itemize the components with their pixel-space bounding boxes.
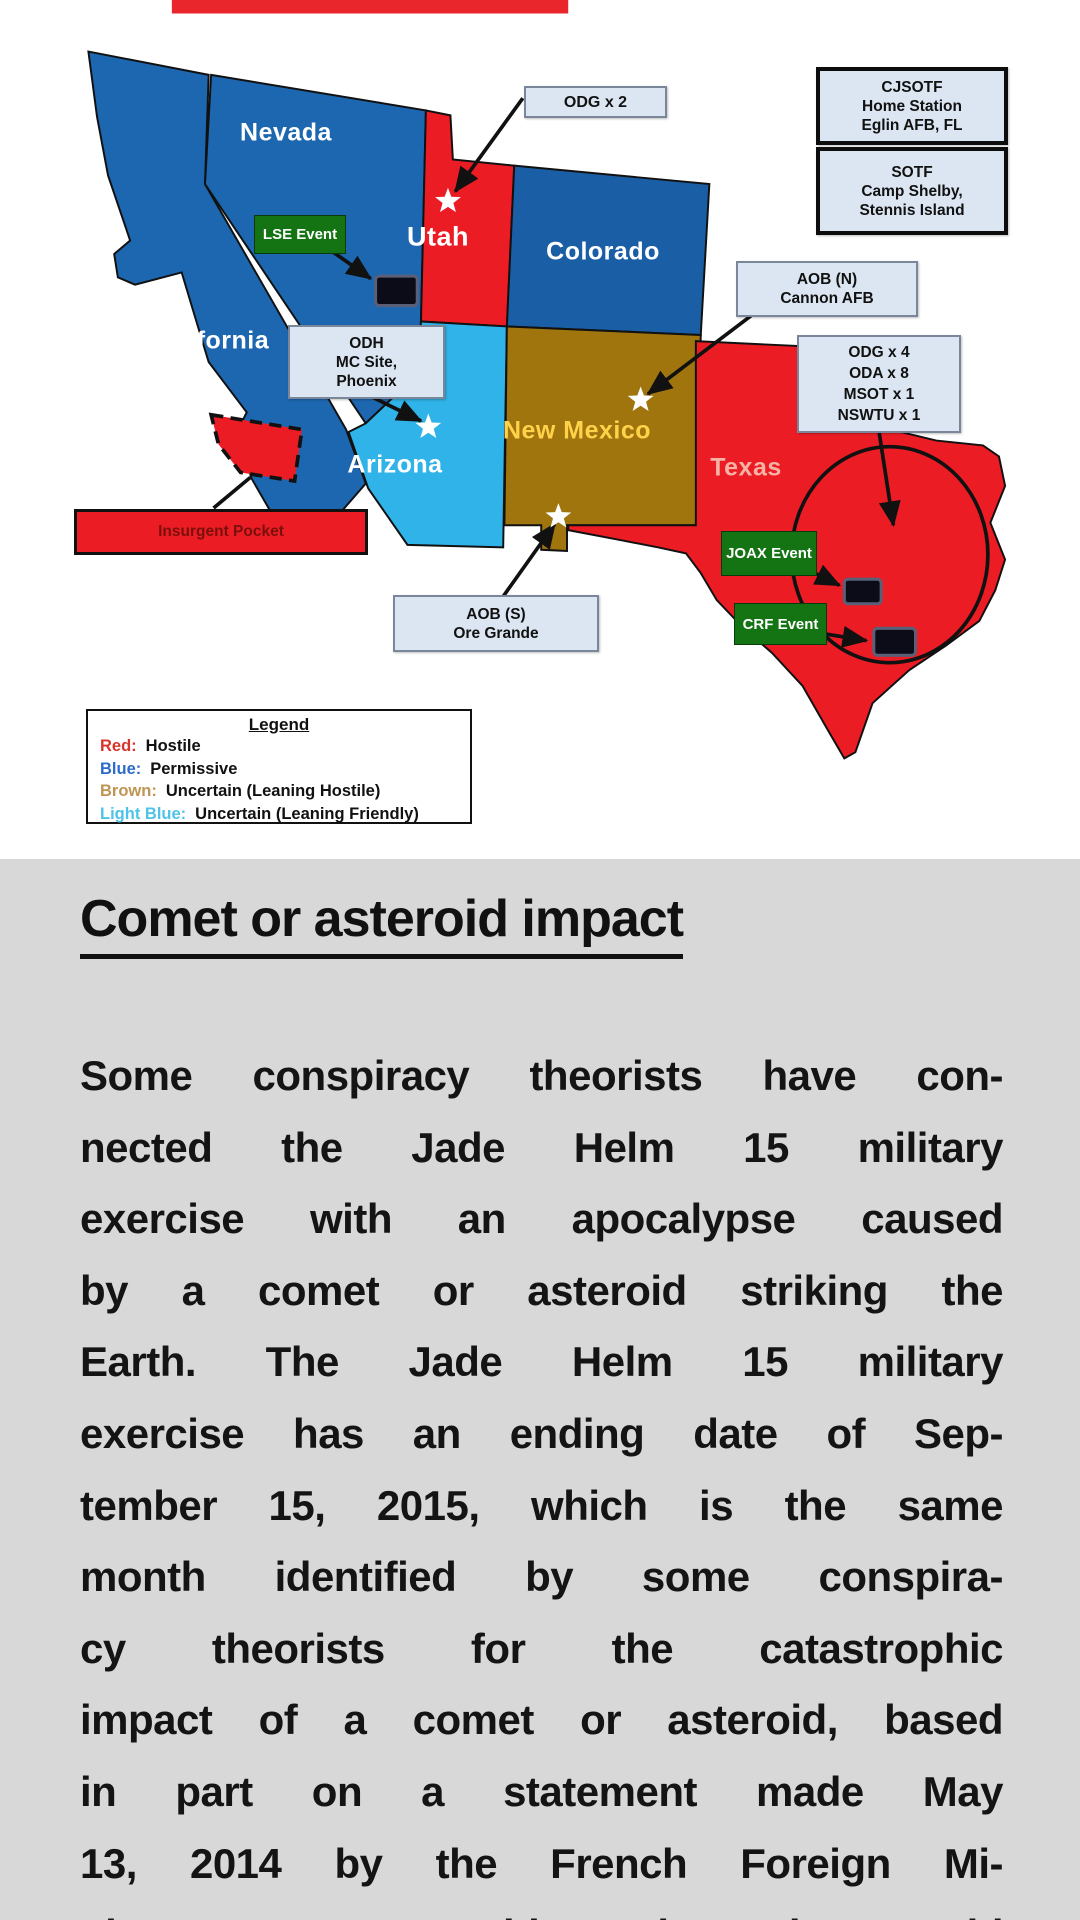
article-line: by a comet or asteroid striking the xyxy=(80,1266,1004,1314)
legend-color-red: Red: xyxy=(100,737,137,755)
legend-color-brown: Brown: xyxy=(100,782,157,800)
state-label-nevada: Nevada xyxy=(240,118,332,147)
state-label-utah: Utah xyxy=(407,221,469,252)
event-box-joax: JOAX Event xyxy=(721,531,817,576)
state-label-colorado: Colorado xyxy=(546,237,660,266)
jade-helm-map: California Nevada Utah Colorado Arizona … xyxy=(0,0,1080,859)
event-box-crf: CRF Event xyxy=(734,603,827,645)
article-line: exercise with an apocalypse caused xyxy=(80,1195,1004,1243)
callout-sotf-camp-shelby: SOTF Camp Shelby, Stennis Island xyxy=(816,147,1008,235)
site-rectangles xyxy=(374,274,918,657)
article-line: tember 15, 2015, which is the same xyxy=(80,1481,1004,1529)
article-line: Earth. The Jade Helm 15 military xyxy=(80,1338,1004,1386)
arrow-odh-to-arizona-star xyxy=(367,393,423,423)
article-section: Comet or asteroid impact Some conspiracy… xyxy=(0,859,1080,1920)
event-box-lse: LSE Event xyxy=(254,215,346,254)
legend-desc-uncertain-friendly: Uncertain (Leaning Friendly) xyxy=(195,804,419,823)
callout-aob-south-ore-grande: AOB (S) Ore Grande xyxy=(393,595,599,652)
article-line: month identified by some conspira- xyxy=(80,1553,1004,1601)
line-insurgent-box-to-pocket xyxy=(212,475,252,510)
arrow-odg2-to-utah-star xyxy=(453,97,525,193)
state-label-california: California xyxy=(148,326,270,355)
callout-odg4-oda8-msot-nswtu: ODG x 4 ODA x 8 MSOT x 1 NSWTU x 1 xyxy=(797,335,961,433)
legend-row-uncertain-friendly: Light Blue: Uncertain (Leaning Friendly) xyxy=(100,803,458,826)
legend-color-blue: Blue: xyxy=(100,759,142,778)
arrow-odg4-to-circle xyxy=(876,429,901,528)
article-line: cy theorists for the catastrophic xyxy=(80,1624,1004,1672)
callout-cjsotf-home-station: CJSOTF Home Station Eglin AFB, FL xyxy=(816,67,1008,145)
legend-desc-permissive: Permissive xyxy=(150,759,238,778)
callout-odg-x2: ODG x 2 xyxy=(524,86,667,118)
state-utah-shape xyxy=(419,109,516,328)
state-california-shape xyxy=(87,50,367,550)
article-body: Some conspiracy theorists have con- nect… xyxy=(80,1040,1004,1920)
legend-desc-uncertain-hostile: Uncertain (Leaning Hostile) xyxy=(165,782,381,800)
insurgent-pocket-area xyxy=(208,412,305,484)
article-line: impact of a comet or asteroid, based xyxy=(80,1696,1004,1744)
top-red-bar xyxy=(171,0,569,14)
article-heading: Comet or asteroid impact xyxy=(80,889,684,959)
article-line: nected the Jade Helm 15 military xyxy=(80,1123,1004,1171)
legend-title: Legend xyxy=(248,715,310,734)
insurgent-pocket-text: Insurgent Pocket xyxy=(158,523,284,540)
article-line: Some conspiracy theorists have con- xyxy=(80,1052,1004,1099)
article-line: 13, 2014 by the French Foreign Mi- xyxy=(80,1839,1004,1887)
callout-aob-north-cannon-afb: AOB (N) Cannon AFB xyxy=(736,261,918,317)
insurgent-pocket-label: Insurgent Pocket xyxy=(74,509,368,555)
article-line: exercise has an ending date of Sep- xyxy=(80,1409,1004,1457)
site-rect-texas-2 xyxy=(872,626,918,657)
site-rect-utah xyxy=(374,274,419,308)
article-line: nister Laurent Fabius that the world xyxy=(80,1899,1004,1920)
article-line: in part on a statement made May xyxy=(80,1767,1004,1815)
legend-row-permissive: Blue: Permissive xyxy=(100,758,458,781)
legend-desc-hostile: Hostile xyxy=(145,737,201,755)
site-rect-texas-1 xyxy=(842,577,883,606)
arrow-aobn-to-newmexico-star xyxy=(646,311,756,396)
legend-color-light-blue: Light Blue: xyxy=(100,804,187,823)
state-label-texas: Texas xyxy=(710,453,782,482)
state-label-arizona: Arizona xyxy=(347,450,443,479)
legend-row-uncertain-hostile: Brown: Uncertain (Leaning Hostile) xyxy=(100,780,458,803)
legend-row-hostile: Red: Hostile xyxy=(100,735,458,758)
state-label-new-mexico: New Mexico xyxy=(502,416,652,445)
callout-arrows xyxy=(212,97,901,648)
arrow-aobs-to-border-star xyxy=(501,522,557,598)
callout-odh-mc-site-phoenix: ODH MC Site, Phoenix xyxy=(288,325,445,399)
map-legend: Legend Red: Hostile Blue: Permissive Brown… xyxy=(86,709,472,824)
arrow-lse-to-site xyxy=(327,247,373,281)
